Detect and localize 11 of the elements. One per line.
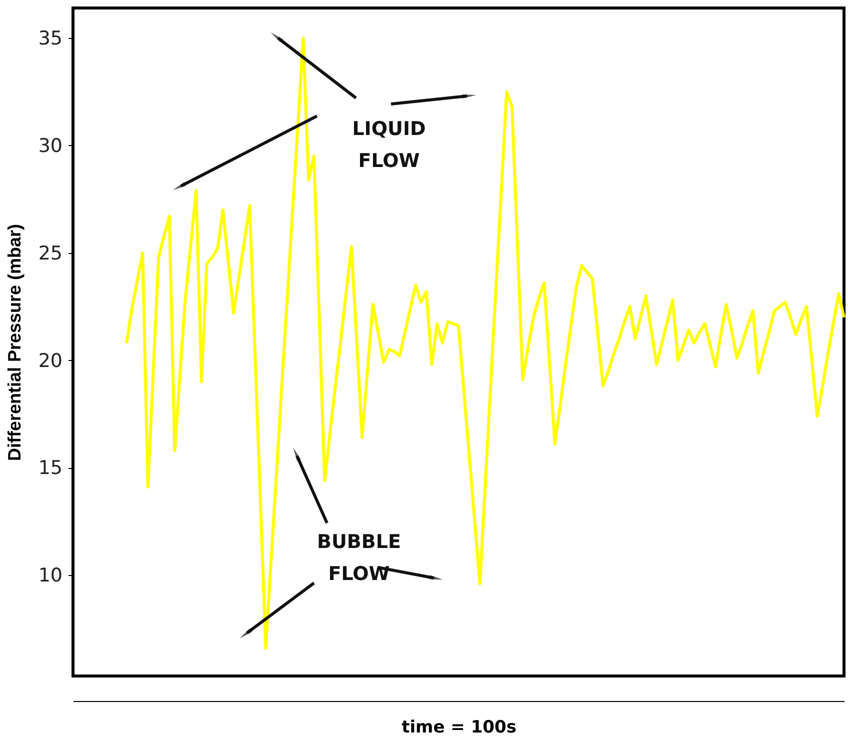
annotation: BUBBLE FLOW — [317, 531, 401, 585]
x-axis-title: time = 100s — [402, 718, 516, 738]
y-tick-label: 35 — [38, 28, 62, 50]
y-tick-label: 10 — [38, 564, 62, 587]
y-tick-label: 15 — [38, 457, 62, 480]
y-tick-label: 25 — [38, 242, 62, 264]
y-tick-label: 30 — [38, 134, 62, 157]
line-series — [125, 36, 846, 650]
y-axis-title: Differential Pressure (mbar) — [4, 224, 24, 462]
annotation: LIQUID FLOW — [352, 118, 426, 172]
y-tick-label: 20 — [38, 350, 62, 372]
